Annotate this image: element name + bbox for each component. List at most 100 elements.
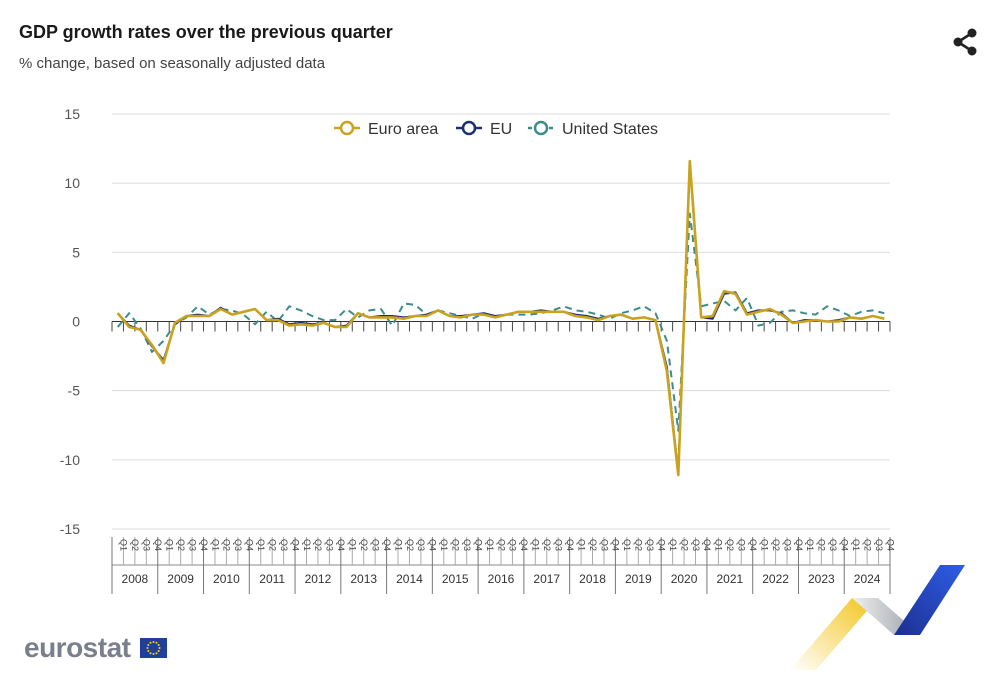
- quarter-tick-label: Q1: [302, 539, 312, 551]
- legend-marker: [533, 120, 549, 136]
- quarter-tick-label: Q2: [176, 539, 186, 551]
- legend-marker: [339, 120, 355, 136]
- quarter-tick-label: Q1: [851, 539, 861, 551]
- year-tick-label: 2008: [122, 572, 149, 586]
- year-tick-label: 2015: [442, 572, 469, 586]
- quarter-tick-label: Q4: [336, 539, 346, 551]
- quarter-tick-label: Q2: [634, 539, 644, 551]
- chart-subtitle: % change, based on seasonally adjusted d…: [19, 55, 326, 72]
- quarter-tick-label: Q3: [416, 539, 426, 551]
- quarter-tick-label: Q3: [233, 539, 243, 551]
- quarter-tick-label: Q1: [668, 539, 678, 551]
- year-tick-label: 2011: [259, 572, 285, 586]
- decorative-ribbon: [790, 565, 965, 670]
- quarter-tick-label: Q1: [805, 539, 815, 551]
- y-tick-label: 10: [64, 175, 80, 191]
- quarter-tick-label: Q3: [874, 539, 884, 551]
- quarter-tick-label: Q4: [702, 539, 712, 551]
- quarter-tick-label: Q1: [256, 539, 266, 551]
- share-icon[interactable]: [950, 26, 982, 58]
- legend-label: United States: [562, 121, 658, 138]
- quarter-tick-label: Q1: [164, 539, 174, 551]
- year-tick-label: 2012: [305, 572, 332, 586]
- quarter-tick-label: Q1: [210, 539, 220, 551]
- y-tick-label: -5: [68, 383, 81, 399]
- quarter-tick-label: Q3: [691, 539, 701, 551]
- quarter-tick-label: Q1: [576, 539, 586, 551]
- quarter-tick-label: Q4: [519, 539, 529, 551]
- year-tick-label: 2017: [533, 572, 560, 586]
- quarter-tick-label: Q2: [771, 539, 781, 551]
- year-tick-label: 2014: [396, 572, 423, 586]
- year-tick-label: 2021: [716, 572, 743, 586]
- legend-item-eu[interactable]: EU: [456, 120, 512, 138]
- year-tick-label: 2019: [625, 572, 652, 586]
- quarter-tick-label: Q2: [222, 539, 232, 551]
- quarter-tick-label: Q1: [531, 539, 541, 551]
- quarter-tick-label: Q1: [714, 539, 724, 551]
- quarter-tick-label: Q2: [130, 539, 140, 551]
- quarter-tick-label: Q3: [462, 539, 472, 551]
- quarter-tick-label: Q3: [645, 539, 655, 551]
- quarter-tick-label: Q4: [794, 539, 804, 551]
- legend-marker: [461, 120, 477, 136]
- quarter-tick-label: Q4: [428, 539, 438, 551]
- quarter-tick-label: Q3: [142, 539, 152, 551]
- quarter-tick-label: Q4: [611, 539, 621, 551]
- quarter-tick-label: Q4: [382, 539, 392, 551]
- quarter-tick-label: Q2: [862, 539, 872, 551]
- year-tick-label: 2016: [488, 572, 515, 586]
- year-tick-label: 2009: [167, 572, 194, 586]
- quarter-tick-label: Q2: [679, 539, 689, 551]
- quarter-tick-label: Q4: [885, 539, 895, 551]
- chart-title: GDP growth rates over the previous quart…: [19, 22, 393, 42]
- quarter-tick-label: Q2: [496, 539, 506, 551]
- quarter-tick-label: Q4: [748, 539, 758, 551]
- series-line-euro-area[interactable]: [116, 159, 885, 477]
- quarter-tick-label: Q4: [840, 539, 850, 551]
- y-tick-label: 15: [64, 106, 80, 122]
- quarter-tick-label: Q4: [199, 539, 209, 551]
- eu-flag-icon: [140, 638, 167, 658]
- series-line-eu[interactable]: [116, 162, 885, 475]
- quarter-tick-label: Q2: [359, 539, 369, 551]
- eurostat-logo: eurostat: [24, 632, 131, 663]
- quarter-tick-label: Q4: [290, 539, 300, 551]
- quarter-tick-label: Q2: [313, 539, 323, 551]
- quarter-tick-label: Q2: [451, 539, 461, 551]
- year-tick-label: 2023: [808, 572, 835, 586]
- quarter-tick-label: Q3: [508, 539, 518, 551]
- quarter-tick-label: Q1: [439, 539, 449, 551]
- year-tick-label: 2020: [671, 572, 698, 586]
- quarter-tick-label: Q4: [153, 539, 163, 551]
- quarter-tick-label: Q3: [553, 539, 563, 551]
- quarter-tick-label: Q1: [622, 539, 632, 551]
- quarter-tick-label: Q3: [370, 539, 380, 551]
- y-tick-label: -10: [60, 452, 80, 468]
- quarter-tick-label: Q3: [828, 539, 838, 551]
- y-tick-label: -15: [60, 521, 80, 537]
- legend-item-united-states[interactable]: United States: [528, 120, 658, 138]
- quarter-tick-label: Q2: [267, 539, 277, 551]
- year-tick-label: 2022: [762, 572, 789, 586]
- quarter-tick-label: Q4: [565, 539, 575, 551]
- quarter-tick-label: Q4: [245, 539, 255, 551]
- legend-item-euro-area[interactable]: Euro area: [334, 120, 438, 138]
- quarter-tick-label: Q2: [725, 539, 735, 551]
- quarter-tick-label: Q3: [325, 539, 335, 551]
- quarter-tick-label: Q3: [187, 539, 197, 551]
- quarter-tick-label: Q2: [542, 539, 552, 551]
- y-tick-label: 5: [72, 244, 80, 260]
- quarter-tick-label: Q3: [782, 539, 792, 551]
- quarter-tick-label: Q2: [588, 539, 598, 551]
- y-tick-label: 0: [72, 314, 80, 330]
- legend-label: Euro area: [368, 121, 438, 138]
- quarter-tick-label: Q1: [393, 539, 403, 551]
- year-tick-label: 2024: [854, 572, 881, 586]
- year-tick-label: 2018: [579, 572, 606, 586]
- year-tick-label: 2013: [350, 572, 377, 586]
- quarter-tick-label: Q1: [348, 539, 358, 551]
- quarter-tick-label: Q1: [759, 539, 769, 551]
- year-tick-label: 2010: [213, 572, 240, 586]
